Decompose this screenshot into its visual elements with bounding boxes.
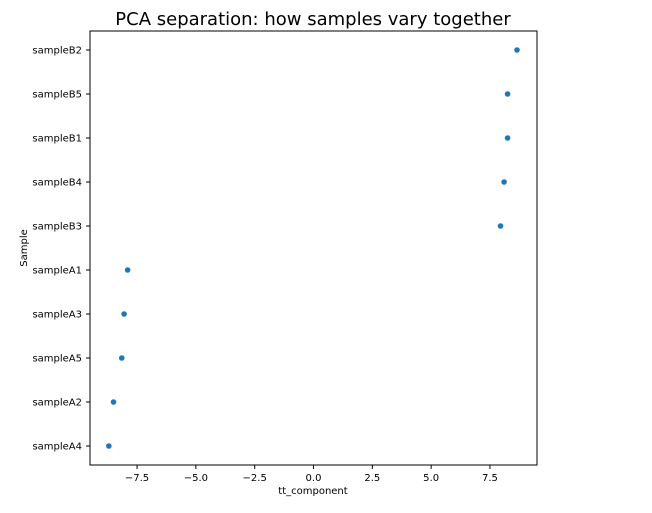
y-axis-label: Sample xyxy=(19,229,30,267)
data-points xyxy=(106,47,520,449)
chart-title: PCA separation: how samples vary togethe… xyxy=(115,9,511,30)
y-tick-label: sampleA3 xyxy=(32,310,82,321)
x-tick-label: −2.5 xyxy=(243,473,267,484)
x-tick-label: −7.5 xyxy=(125,473,149,484)
x-axis-ticks: −7.5 −5.0 −2.5 0.0 2.5 5.0 7.5 xyxy=(125,465,498,484)
y-tick-label: sampleB3 xyxy=(32,222,82,233)
x-tick-label: 2.5 xyxy=(364,473,380,484)
y-axis-ticks: sampleB2 sampleB5 sampleB1 sampleB4 sampleB3… xyxy=(32,46,90,453)
data-point xyxy=(118,355,125,361)
data-point xyxy=(106,443,112,449)
y-tick-label: sampleB2 xyxy=(32,46,82,57)
y-tick-label: sampleB1 xyxy=(32,134,82,145)
data-point xyxy=(497,223,504,229)
x-axis-label: tt_component xyxy=(278,486,347,497)
y-tick-label: sampleB4 xyxy=(32,178,82,189)
data-point xyxy=(501,179,507,185)
y-tick-label: sampleA5 xyxy=(32,354,82,365)
data-point xyxy=(121,311,127,317)
plot-area-frame xyxy=(89,30,538,466)
x-tick-label: 0.0 xyxy=(306,473,322,484)
x-tick-label: 5.0 xyxy=(423,473,439,484)
data-point xyxy=(504,135,511,141)
y-tick-label: sampleA4 xyxy=(32,442,82,453)
x-tick-label: −5.0 xyxy=(184,473,208,484)
data-point xyxy=(514,47,520,53)
y-tick-label: sampleA2 xyxy=(32,398,82,409)
x-tick-label: 7.5 xyxy=(482,473,498,484)
data-point xyxy=(124,267,131,273)
data-point xyxy=(110,399,117,405)
y-tick-label: sampleB5 xyxy=(32,90,82,101)
data-point xyxy=(504,91,511,97)
y-tick-label: sampleA1 xyxy=(32,266,82,277)
